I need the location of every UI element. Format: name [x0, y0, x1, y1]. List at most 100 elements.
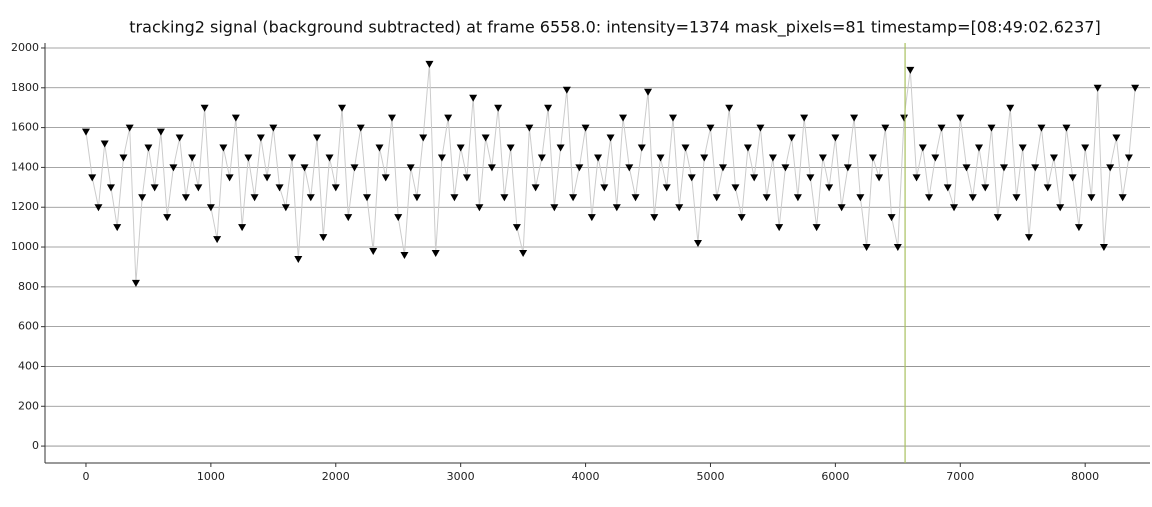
marker	[987, 124, 996, 132]
marker	[431, 250, 440, 257]
y-tick-label: 0	[32, 439, 39, 452]
marker	[281, 204, 290, 212]
marker	[718, 164, 727, 172]
marker	[94, 204, 103, 212]
marker	[1056, 204, 1065, 212]
marker	[125, 124, 134, 132]
marker	[937, 124, 946, 132]
marker	[238, 224, 247, 232]
marker	[837, 204, 846, 212]
marker	[975, 144, 984, 152]
x-tick-label: 1000	[197, 470, 225, 483]
marker	[1068, 174, 1077, 182]
marker	[781, 164, 790, 172]
marker	[600, 184, 609, 192]
marker	[150, 184, 159, 192]
marker	[231, 114, 240, 122]
marker	[1112, 134, 1121, 142]
marker	[450, 194, 459, 202]
marker	[1012, 194, 1021, 202]
x-tick-label: 0	[82, 470, 89, 483]
marker	[1037, 124, 1046, 132]
marker	[425, 60, 434, 68]
marker	[350, 164, 359, 172]
marker	[906, 66, 915, 74]
marker	[306, 194, 315, 202]
marker	[313, 134, 322, 142]
marker	[462, 174, 471, 182]
x-tick-label: 6000	[821, 470, 849, 483]
marker	[487, 164, 496, 172]
y-tick-label: 1600	[11, 121, 39, 134]
marker	[88, 174, 97, 182]
marker	[381, 174, 390, 182]
marker	[912, 174, 921, 182]
marker	[812, 224, 821, 232]
marker	[531, 184, 540, 192]
marker	[787, 134, 796, 142]
marker	[950, 204, 959, 212]
marker	[369, 248, 378, 256]
marker	[887, 214, 896, 222]
marker	[856, 194, 865, 202]
marker	[494, 104, 503, 112]
marker	[656, 154, 665, 162]
marker	[868, 154, 877, 162]
marker	[931, 154, 940, 162]
marker	[263, 174, 272, 182]
marker	[762, 194, 771, 202]
marker	[606, 134, 615, 142]
marker	[256, 134, 265, 142]
marker	[525, 124, 534, 132]
marker	[918, 144, 927, 152]
marker	[768, 154, 777, 162]
marker	[612, 204, 621, 212]
marker	[893, 244, 902, 252]
marker	[1062, 124, 1071, 132]
marker	[1093, 84, 1102, 92]
y-tick-label: 2000	[11, 41, 39, 54]
marker	[669, 114, 678, 122]
marker	[843, 164, 852, 172]
marker	[213, 236, 222, 244]
marker	[475, 204, 484, 212]
marker	[619, 114, 628, 122]
marker	[1018, 144, 1027, 152]
marker	[500, 194, 509, 202]
marker	[662, 184, 671, 192]
marker	[644, 88, 653, 96]
marker	[456, 144, 465, 152]
y-tick-label: 400	[18, 359, 39, 372]
marker	[113, 224, 122, 232]
marker	[569, 194, 578, 202]
marker	[881, 124, 890, 132]
marker	[999, 164, 1008, 172]
marker	[106, 184, 115, 192]
marker	[862, 244, 871, 252]
marker	[731, 184, 740, 192]
marker	[1087, 194, 1096, 202]
marker	[925, 194, 934, 202]
marker	[394, 214, 403, 222]
marker	[412, 194, 421, 202]
marker	[444, 114, 453, 122]
marker	[437, 154, 446, 162]
marker	[362, 194, 371, 202]
marker	[968, 194, 977, 202]
marker	[875, 174, 884, 182]
marker	[331, 184, 340, 192]
marker	[288, 154, 297, 162]
x-tick-label: 2000	[322, 470, 350, 483]
chart-title: tracking2 signal (background subtracted)…	[129, 18, 1100, 38]
marker	[356, 124, 365, 132]
marker	[681, 144, 690, 152]
series-line	[85, 63, 1136, 283]
y-tick-label: 1800	[11, 81, 39, 94]
marker	[725, 104, 734, 112]
marker	[344, 214, 353, 222]
marker	[1124, 154, 1133, 162]
marker	[594, 154, 603, 162]
x-tick-label: 4000	[572, 470, 600, 483]
marker	[806, 174, 815, 182]
